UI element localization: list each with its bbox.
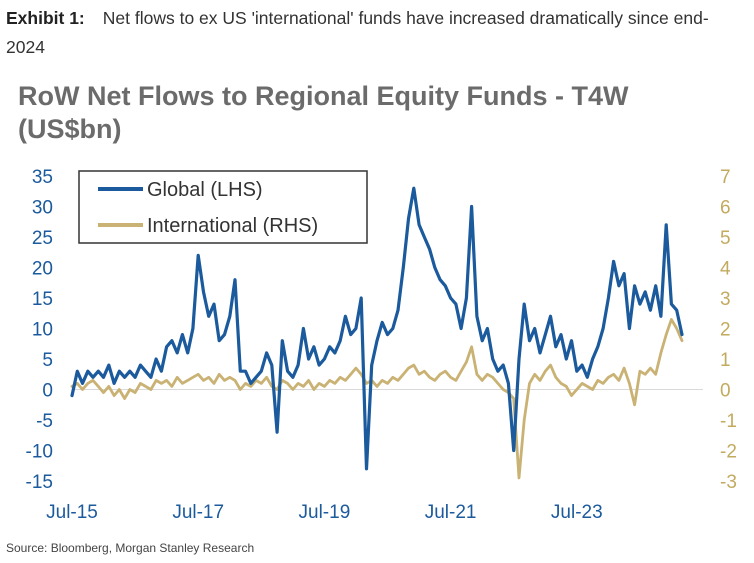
x-tick-label: Jul-19 bbox=[299, 502, 351, 523]
y-right-tick-label: 6 bbox=[720, 198, 731, 219]
y-left-axis: 35 30 25 20 15 10 5 0 -5 -10 -15 bbox=[26, 167, 53, 493]
exhibit-caption: Exhibit 1: Net flows to ex US 'internatio… bbox=[6, 4, 746, 62]
series-layer bbox=[70, 186, 684, 480]
legend-label-global: Global (LHS) bbox=[147, 179, 263, 201]
y-right-tick-label: -2 bbox=[720, 442, 737, 463]
y-right-tick-label: 1 bbox=[720, 350, 731, 371]
legend: Global (LHS) International (RHS) bbox=[78, 170, 368, 244]
series-line-international bbox=[70, 317, 684, 480]
x-tick-label: Jul-15 bbox=[46, 502, 98, 523]
y-right-tick-label: 3 bbox=[720, 289, 731, 310]
y-right-tick-label: 0 bbox=[720, 381, 731, 402]
y-right-tick-label: 4 bbox=[720, 259, 731, 280]
y-left-tick-label: -10 bbox=[26, 442, 53, 463]
y-left-tick-label: -5 bbox=[36, 411, 53, 432]
chart-title: RoW Net Flows to Regional Equity Funds -… bbox=[18, 81, 629, 144]
y-left-tick-label: 5 bbox=[42, 350, 53, 371]
y-left-tick-label: 15 bbox=[32, 289, 53, 310]
y-left-tick-label: 0 bbox=[42, 381, 53, 402]
exhibit-caption-text: Net flows to ex US 'international' funds… bbox=[6, 8, 709, 57]
y-left-tick-label: 20 bbox=[32, 259, 53, 280]
y-right-tick-label: -3 bbox=[720, 472, 737, 493]
legend-label-international: International (RHS) bbox=[147, 215, 318, 237]
exhibit-label: Exhibit 1: bbox=[6, 8, 85, 28]
series-line-global bbox=[70, 186, 684, 471]
y-right-tick-label: 7 bbox=[720, 167, 731, 188]
x-tick-label: Jul-17 bbox=[172, 502, 224, 523]
y-left-tick-label: 35 bbox=[32, 167, 53, 188]
y-right-tick-label: 5 bbox=[720, 228, 731, 249]
y-right-tick-label: 2 bbox=[720, 320, 731, 341]
y-left-tick-label: 10 bbox=[32, 320, 53, 341]
x-tick-label: Jul-21 bbox=[425, 502, 477, 523]
legend-box bbox=[78, 170, 368, 244]
y-left-tick-label: 25 bbox=[32, 228, 53, 249]
source-note: Source: Bloomberg, Morgan Stanley Resear… bbox=[6, 541, 255, 555]
x-tick-label: Jul-23 bbox=[551, 502, 603, 523]
y-right-tick-label: -1 bbox=[720, 411, 737, 432]
x-axis: Jul-15 Jul-17 Jul-19 Jul-21 Jul-23 bbox=[46, 502, 603, 523]
y-right-axis: 7 6 5 4 3 2 1 0 -1 -2 -3 bbox=[720, 167, 737, 493]
y-left-tick-label: 30 bbox=[32, 198, 53, 219]
y-left-tick-label: -15 bbox=[26, 472, 53, 493]
